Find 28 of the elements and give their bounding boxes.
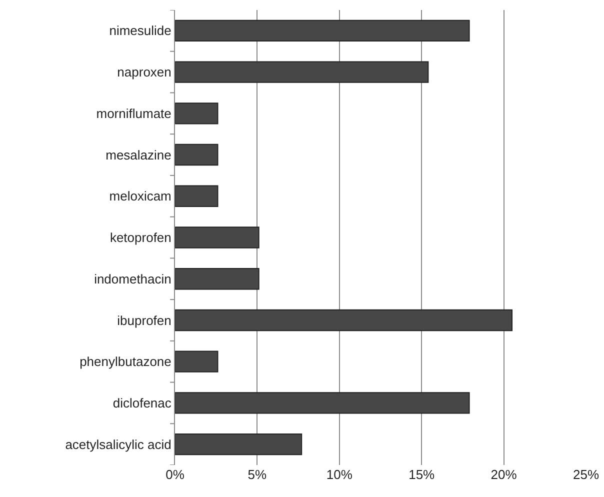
y-tick-label: indomethacin <box>94 271 172 286</box>
y-tick-label: ibuprofen <box>117 312 172 328</box>
bar <box>175 61 429 83</box>
x-tick-label: 10% <box>326 467 353 482</box>
bar <box>175 144 218 166</box>
bar <box>175 392 470 414</box>
bar <box>175 20 470 42</box>
y-tick-label: naproxen <box>117 64 172 80</box>
y-tick-label: diclofenac <box>112 396 172 410</box>
bar <box>175 268 260 290</box>
x-tick-label: 15% <box>408 467 436 482</box>
x-tick-label: 20% <box>490 467 518 482</box>
y-tick-label: morniflumate <box>96 106 172 121</box>
bar <box>175 309 513 332</box>
x-tick-label: 25% <box>572 467 600 482</box>
bar <box>175 350 218 372</box>
y-tick-label: meloxicam <box>109 188 172 204</box>
bar <box>175 433 302 456</box>
y-tick-label: ketoprofen <box>110 230 172 246</box>
bar <box>175 226 260 248</box>
y-tick-label: phenylbutazone <box>80 354 172 370</box>
y-tick-label: acetylsalicylic acid <box>65 436 172 452</box>
x-tick-label: 5% <box>248 467 268 482</box>
y-tick-label: nimesulide <box>109 23 172 38</box>
bar <box>175 185 218 207</box>
y-tick-label: mesalazine <box>106 147 172 162</box>
x-tick-label: 0% <box>166 467 185 482</box>
bar <box>175 102 218 124</box>
